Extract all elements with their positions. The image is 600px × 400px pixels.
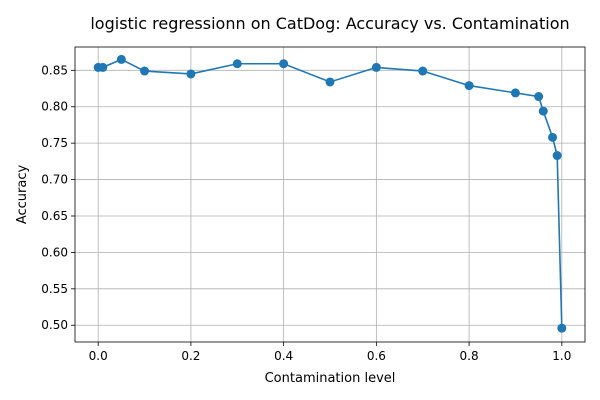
data-point: [534, 92, 544, 102]
data-series: [93, 54, 567, 333]
y-tick-label: 0.55: [41, 282, 68, 296]
data-point: [557, 323, 567, 333]
y-tick-label: 0.70: [41, 173, 68, 187]
data-point: [279, 59, 289, 69]
data-point: [232, 59, 242, 69]
y-tick-label: 0.85: [41, 63, 68, 77]
x-axis-label: Contamination level: [265, 371, 396, 386]
data-point: [140, 66, 150, 76]
data-point: [186, 69, 196, 79]
x-tick-label: 0.6: [367, 349, 386, 363]
x-tick-label: 0.0: [89, 349, 108, 363]
data-point: [510, 88, 520, 98]
data-point: [325, 77, 335, 87]
data-point: [552, 151, 562, 161]
data-point: [418, 66, 428, 76]
data-point: [371, 62, 381, 72]
data-point: [116, 54, 126, 64]
grid-lines: [75, 47, 585, 342]
y-tick-label: 0.65: [41, 209, 68, 223]
data-point: [538, 106, 548, 116]
plot-frame: [74, 46, 586, 343]
data-point: [548, 132, 558, 142]
x-tick-label: 0.2: [181, 349, 200, 363]
y-tick-label: 0.80: [41, 100, 68, 114]
x-tick-label: 0.4: [274, 349, 293, 363]
data-point: [464, 81, 474, 91]
x-tick-label: 0.8: [460, 349, 479, 363]
data-point: [98, 62, 108, 72]
axis-ticks: 0.0 0.2 0.4 0.6 0.8 1.0 0.50 0.55 0.60 0.65 0.70 0.…: [41, 63, 571, 363]
y-axis-label: Accuracy: [15, 165, 30, 225]
y-tick-label: 0.50: [41, 318, 68, 332]
x-tick-label: 1.0: [552, 349, 571, 363]
y-tick-label: 0.75: [41, 136, 68, 150]
chart-title: logistic regressionn on CatDog: Accuracy…: [90, 14, 569, 33]
y-tick-label: 0.60: [41, 245, 68, 259]
